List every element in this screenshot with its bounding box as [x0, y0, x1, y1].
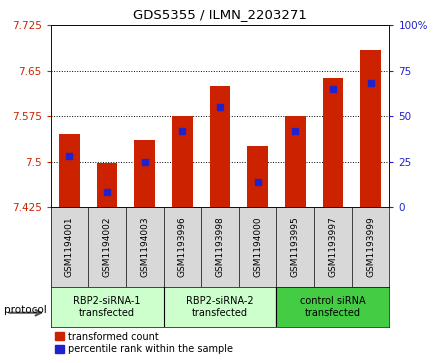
Text: GSM1193996: GSM1193996: [178, 216, 187, 277]
Text: GSM1193999: GSM1193999: [366, 216, 375, 277]
Text: protocol: protocol: [4, 305, 47, 315]
Bar: [97, 163, 117, 207]
Bar: [360, 50, 381, 207]
Bar: [276, 287, 389, 327]
Legend: transformed count, percentile rank within the sample: transformed count, percentile rank withi…: [55, 331, 233, 354]
Bar: [323, 78, 343, 207]
Text: GSM1194002: GSM1194002: [103, 217, 112, 277]
Bar: [59, 134, 80, 207]
Text: RBP2-siRNA-2
transfected: RBP2-siRNA-2 transfected: [186, 296, 254, 318]
Text: RBP2-siRNA-1
transfected: RBP2-siRNA-1 transfected: [73, 296, 141, 318]
Bar: [247, 146, 268, 207]
Bar: [51, 287, 164, 327]
Bar: [134, 140, 155, 207]
Bar: [209, 86, 231, 207]
Text: GSM1194000: GSM1194000: [253, 216, 262, 277]
Bar: [285, 116, 306, 207]
Text: GSM1194001: GSM1194001: [65, 216, 74, 277]
Text: GSM1193997: GSM1193997: [328, 216, 337, 277]
Text: GSM1193995: GSM1193995: [291, 216, 300, 277]
Text: GSM1194003: GSM1194003: [140, 216, 149, 277]
Bar: [172, 116, 193, 207]
Bar: [164, 287, 276, 327]
Text: control siRNA
transfected: control siRNA transfected: [300, 296, 366, 318]
Text: GSM1193998: GSM1193998: [216, 216, 224, 277]
Title: GDS5355 / ILMN_2203271: GDS5355 / ILMN_2203271: [133, 8, 307, 21]
